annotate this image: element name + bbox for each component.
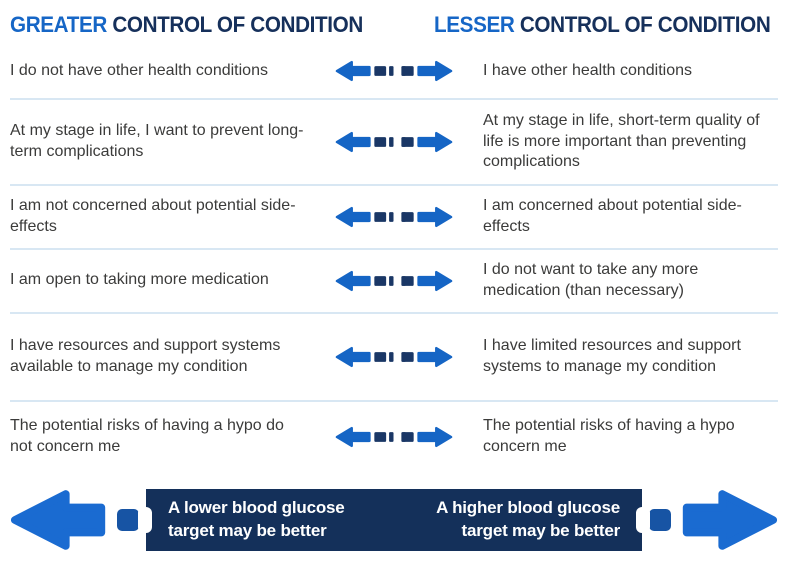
lower-target-label: A lower blood glucose target may be bett… (168, 498, 345, 540)
greater-accent: GREATER (10, 12, 107, 37)
statement-row: The potential risks of having a hypo do … (10, 402, 778, 472)
statement-right: At my stage in life, short-term quality … (483, 111, 760, 171)
double-arrow-icon (305, 269, 483, 293)
statement-left: At my stage in life, I want to prevent l… (10, 122, 304, 160)
statement-row: I do not have other health conditions I … (10, 44, 778, 100)
lesser-rest: CONTROL OF CONDITION (519, 12, 771, 37)
statement-row: At my stage in life, I want to prevent l… (10, 100, 778, 186)
statement-right: I have limited resources and support sys… (483, 336, 741, 375)
statement-left: I do not have other health conditions (10, 61, 268, 79)
banner-notch-right (636, 506, 650, 533)
statement-left: I am open to taking more medication (10, 271, 269, 289)
statement-right: I do not want to take any more medicatio… (483, 261, 699, 299)
statement-row: I have resources and support systems ava… (10, 314, 778, 402)
greater-rest: CONTROL OF CONDITION (112, 12, 363, 37)
higher-target-label: A higher blood glucose target may be bet… (436, 498, 620, 540)
double-arrow-icon (305, 59, 483, 83)
big-left-arrow-icon (10, 488, 110, 552)
greater-control-heading: GREATER CONTROL OF CONDITION (10, 12, 409, 38)
double-arrow-icon (305, 425, 483, 449)
double-arrow-icon (305, 345, 483, 369)
square-dash-icon (649, 508, 671, 531)
statement-left: I have resources and support systems ava… (10, 336, 281, 375)
target-banner: A lower blood glucose target may be bett… (138, 488, 650, 551)
statement-right: The potential risks of having a hypo con… (483, 416, 735, 455)
statement-left: I am not concerned about potential side-… (10, 197, 296, 235)
banner-notch-left (138, 506, 152, 533)
square-dash-icon (117, 508, 139, 531)
column-headers: GREATER CONTROL OF CONDITION LESSER CONT… (10, 12, 778, 38)
double-arrow-icon (305, 205, 483, 229)
statement-right: I have other health conditions (483, 61, 693, 79)
statement-right: I am concerned about potential side-effe… (483, 197, 742, 235)
big-right-arrow-icon (678, 488, 778, 552)
lesser-control-heading: LESSER CONTROL OF CONDITION (434, 12, 771, 38)
lesser-accent: LESSER (434, 12, 515, 37)
blood-glucose-footer: A lower blood glucose target may be bett… (10, 488, 778, 552)
statement-row: I am open to taking more medication I do… (10, 250, 778, 314)
statement-left: The potential risks of having a hypo do … (10, 416, 284, 455)
statement-row: I am not concerned about potential side-… (10, 186, 778, 250)
double-arrow-icon (305, 130, 483, 154)
